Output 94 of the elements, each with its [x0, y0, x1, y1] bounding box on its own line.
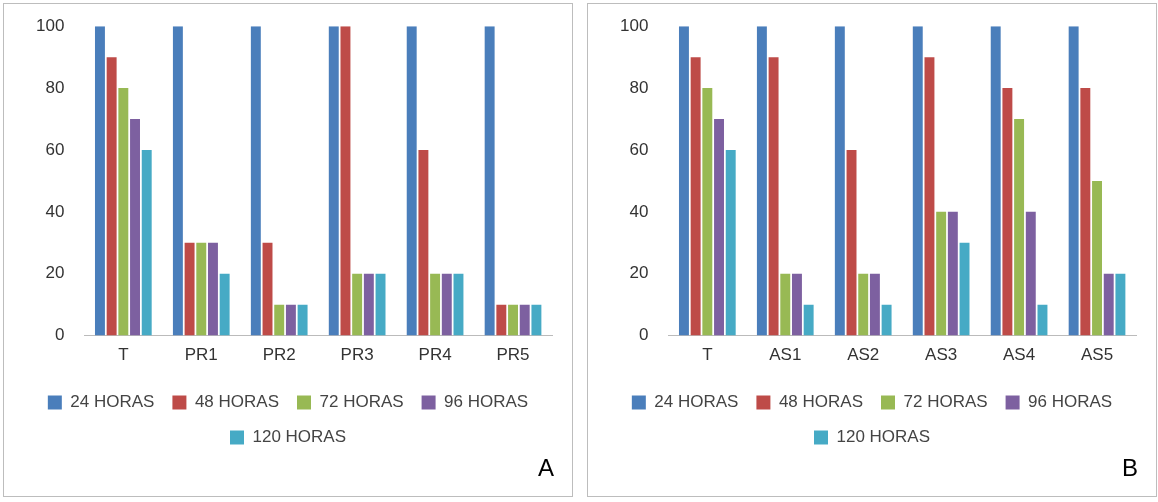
bar [418, 149, 429, 336]
bar [834, 26, 845, 336]
bar [406, 26, 417, 336]
bar [1025, 211, 1036, 336]
bar [1080, 88, 1091, 336]
bar [94, 26, 105, 336]
bar [881, 304, 892, 336]
bar [858, 273, 869, 336]
y-tick-label: 80 [629, 77, 649, 97]
bar [1002, 88, 1013, 336]
y-tick-label: 40 [629, 201, 649, 221]
x-tick-label: PR2 [262, 345, 296, 365]
bar [130, 119, 140, 336]
text: A [537, 454, 554, 482]
bar [106, 57, 117, 336]
bar [118, 88, 129, 336]
bar [1115, 273, 1126, 336]
bar [519, 304, 530, 336]
x-tick-label: T [118, 345, 129, 365]
bar [924, 57, 935, 336]
bar [430, 273, 441, 336]
bar [262, 242, 273, 336]
bar [508, 304, 518, 336]
x-tick-label: AS5 [1080, 345, 1114, 365]
x-tick-label: AS3 [925, 345, 958, 365]
bar [328, 26, 339, 336]
bar [846, 149, 857, 336]
y-tick-label: 60 [629, 139, 649, 159]
bar [912, 26, 923, 336]
bar [690, 57, 701, 336]
bar [141, 149, 152, 336]
bar [803, 304, 814, 336]
bar [250, 26, 261, 336]
y-tick-label: 100 [619, 15, 649, 35]
bar [936, 211, 947, 336]
bar [678, 26, 689, 336]
bar [441, 273, 452, 336]
bar [990, 26, 1001, 336]
bar [196, 242, 207, 336]
bar [352, 273, 363, 336]
bar [219, 273, 230, 336]
bar [768, 57, 779, 336]
legend-label: 24 HORAS [70, 392, 155, 412]
bar [1014, 119, 1025, 336]
bar [496, 304, 507, 336]
bar [959, 242, 970, 336]
x-tick-label: PR1 [184, 345, 218, 365]
x-tick-label: PR4 [418, 345, 452, 365]
bar [1068, 26, 1079, 336]
bar [172, 26, 183, 336]
bar [375, 273, 386, 336]
bar [531, 304, 542, 336]
x-tick-label: PR5 [496, 345, 530, 365]
bar [363, 273, 374, 336]
y-tick-label: 20 [629, 263, 649, 283]
bar [702, 88, 713, 336]
legend-label: 24 HORAS [654, 392, 739, 412]
bar [274, 304, 285, 336]
bar [1103, 273, 1114, 336]
y-tick-label: 0 [54, 325, 65, 345]
y-tick-label: 40 [45, 201, 65, 221]
legend-label: 96 HORAS [1028, 392, 1113, 412]
text: B [1121, 454, 1138, 482]
bar [484, 26, 495, 336]
legend-label: 72 HORAS [319, 392, 404, 412]
y-tick-label: 80 [45, 77, 65, 97]
y-tick-label: 100 [35, 15, 65, 35]
y-tick-label: 0 [638, 325, 649, 345]
legend-label: 48 HORAS [778, 392, 864, 412]
bar [756, 26, 767, 336]
legend-label: 72 HORAS [903, 392, 988, 412]
bar [184, 242, 195, 336]
bar [714, 119, 724, 336]
bar [947, 211, 958, 336]
y-tick-label: 60 [45, 139, 65, 159]
bar [792, 273, 802, 336]
legend-label: 48 HORAS [194, 392, 280, 412]
x-tick-label: PR3 [340, 345, 374, 365]
bar [780, 273, 791, 336]
legend-label: 96 HORAS [444, 392, 529, 412]
x-tick-label: AS1 [769, 345, 802, 365]
x-tick-label: T [702, 345, 713, 365]
bar [869, 273, 880, 336]
bar [297, 304, 308, 336]
bar [725, 149, 736, 336]
bar [208, 242, 218, 336]
legend-label: 120 HORAS [252, 427, 347, 447]
bar [285, 304, 296, 336]
legend-label: 120 HORAS [836, 427, 931, 447]
y-tick-label: 20 [45, 263, 65, 283]
x-tick-label: AS2 [847, 345, 880, 365]
bar [340, 26, 351, 336]
bar [1092, 180, 1102, 336]
x-tick-label: AS4 [1003, 345, 1036, 365]
